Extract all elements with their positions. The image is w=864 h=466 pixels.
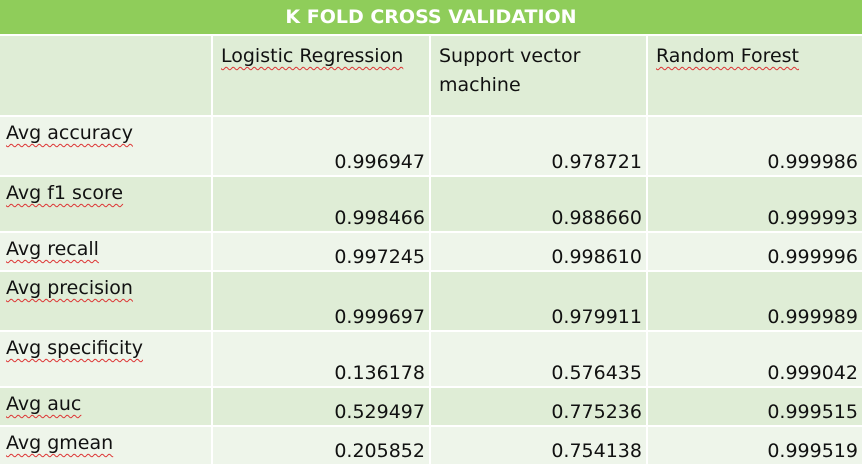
cell-text: 0.205852 (334, 440, 425, 462)
cell-text: 0.999697 (334, 306, 425, 328)
value-cell: 0.996947 (213, 117, 431, 177)
cell-text: Avg accuracy (6, 122, 133, 144)
row-label: Avg gmean (0, 427, 213, 466)
cell-text: Avg recall (6, 238, 99, 260)
cell-text: 0.998610 (551, 246, 642, 268)
cell-text: 0.979911 (551, 306, 642, 328)
column-header: Logistic Regression (213, 36, 431, 117)
value-cell: 0.999042 (648, 332, 864, 388)
value-cell: 0.999515 (648, 388, 864, 427)
value-cell: 0.205852 (213, 427, 431, 466)
value-cell: 0.999989 (648, 272, 864, 332)
value-cell: 0.529497 (213, 388, 431, 427)
value-cell: 0.754138 (431, 427, 648, 466)
row-label: Avg auc (0, 388, 213, 427)
cell-text: Support vector machine (439, 45, 581, 96)
cell-text: 0.996947 (334, 151, 425, 173)
cell-text: 0.999042 (767, 362, 858, 384)
cell-text: Logistic Regression (221, 45, 404, 67)
table-title: K FOLD CROSS VALIDATION (0, 0, 864, 36)
cell-text: Avg gmean (6, 432, 114, 454)
column-header: Random Forest (648, 36, 864, 117)
value-cell: 0.999996 (648, 233, 864, 272)
value-cell: 0.998466 (213, 177, 431, 233)
cell-text: 0.529497 (334, 401, 425, 423)
value-cell: 0.998610 (431, 233, 648, 272)
value-cell: 0.978721 (431, 117, 648, 177)
row-label: Avg precision (0, 272, 213, 332)
cell-text: 0.998466 (334, 207, 425, 229)
row-label: Avg accuracy (0, 117, 213, 177)
value-cell: 0.775236 (431, 388, 648, 427)
cell-text: 0.999515 (767, 401, 858, 423)
value-cell: 0.576435 (431, 332, 648, 388)
value-cell: 0.999993 (648, 177, 864, 233)
column-header: Support vector machine (431, 36, 648, 117)
cell-text: 0.999519 (767, 440, 858, 462)
cell-text: 0.136178 (334, 362, 425, 384)
value-cell: 0.999519 (648, 427, 864, 466)
header-cell (0, 36, 213, 117)
cell-text: 0.999993 (767, 207, 858, 229)
cell-text: 0.997245 (334, 246, 425, 268)
cell-text: 0.978721 (551, 151, 642, 173)
cell-text: Avg specificity (6, 337, 143, 359)
value-cell: 0.997245 (213, 233, 431, 272)
value-cell: 0.136178 (213, 332, 431, 388)
row-label: Avg specificity (0, 332, 213, 388)
cell-text: 0.988660 (551, 207, 642, 229)
row-label: Avg recall (0, 233, 213, 272)
value-cell: 0.979911 (431, 272, 648, 332)
cell-text: 0.999989 (767, 306, 858, 328)
cell-text: 0.999986 (767, 151, 858, 173)
cell-text: Avg f1 score (6, 182, 124, 204)
cell-text: Random Forest (656, 45, 800, 67)
cell-text: 0.999996 (767, 246, 858, 268)
row-label: Avg f1 score (0, 177, 213, 233)
value-cell: 0.988660 (431, 177, 648, 233)
value-cell: 0.999986 (648, 117, 864, 177)
cell-text: 0.576435 (551, 362, 642, 384)
cell-text: 0.775236 (551, 401, 642, 423)
cell-text: Avg auc (6, 393, 82, 415)
cell-text: Avg precision (6, 277, 133, 299)
cell-text: 0.754138 (551, 440, 642, 462)
value-cell: 0.999697 (213, 272, 431, 332)
